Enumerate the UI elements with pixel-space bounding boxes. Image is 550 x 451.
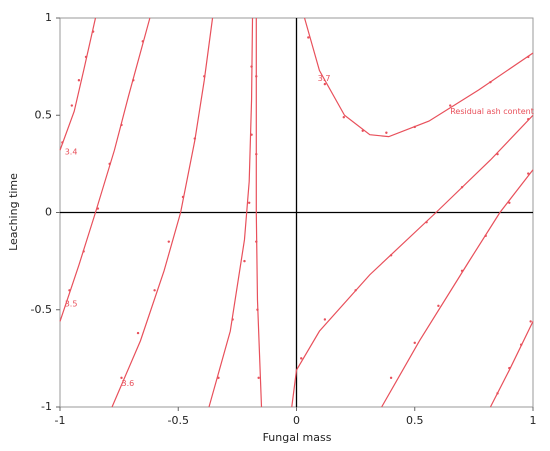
x-tick-label: -0.5	[168, 414, 189, 427]
y-tick-label: 0	[45, 206, 52, 219]
contour-dot	[167, 240, 170, 243]
x-tick-label: 1	[530, 414, 537, 427]
contour-dot	[361, 129, 364, 133]
contour-dot	[307, 36, 310, 39]
contour-dot	[61, 141, 64, 144]
contour-dot	[96, 207, 100, 210]
contour-dot	[255, 152, 258, 156]
contour-dot	[389, 376, 393, 380]
contour-dot	[255, 240, 258, 243]
contour-dot	[250, 65, 253, 68]
y-axis-label: Leaching time	[7, 173, 20, 251]
contour-dot	[460, 186, 464, 189]
contour-dot	[354, 289, 357, 292]
contour-dot	[460, 269, 464, 273]
contour-dot	[489, 80, 492, 84]
contour-line	[59, 17, 97, 151]
y-tick-label: -0.5	[31, 303, 52, 316]
contour-dot	[527, 172, 530, 175]
contour-dot	[193, 137, 197, 140]
y-tick-label: -1	[41, 400, 52, 413]
contour-dot	[120, 123, 123, 127]
contour-dot	[257, 376, 260, 380]
x-tick-label: 0.5	[406, 414, 424, 427]
contour-dot	[342, 115, 345, 119]
contour-line	[381, 169, 534, 408]
x-axis-label: Fungal mass	[263, 431, 332, 444]
x-tick-label: -1	[55, 414, 66, 427]
contour-dot	[519, 343, 523, 346]
contour-line	[208, 17, 254, 408]
contour-line	[255, 18, 263, 408]
contour-label: Residual ash content	[450, 107, 534, 116]
contour-dot	[243, 259, 246, 263]
contour-dot	[141, 40, 144, 43]
contour-dot	[508, 201, 511, 204]
contour-dot	[132, 79, 135, 82]
contour-dot	[203, 75, 206, 78]
contour-dot	[449, 104, 452, 107]
contour-dot	[91, 30, 95, 33]
contour-dot	[108, 162, 111, 166]
contour-dot	[527, 117, 530, 121]
contour-dot	[217, 376, 220, 380]
contour-dot	[508, 366, 511, 370]
contour-line	[59, 17, 151, 322]
contour-dot	[300, 357, 303, 360]
contour-dot	[256, 308, 259, 311]
contour-dot	[255, 75, 258, 78]
contour-dot	[82, 250, 85, 253]
contour-line	[111, 17, 214, 408]
contour-dot	[529, 320, 532, 323]
contour-dot	[437, 304, 440, 308]
contour-dot	[248, 201, 251, 204]
contour-label: 3.5	[65, 299, 78, 308]
contour-line	[489, 321, 534, 408]
contour-dot	[136, 331, 140, 335]
contour-dot	[181, 195, 185, 199]
contour-dot	[389, 254, 393, 257]
contour-dot	[77, 79, 81, 82]
contour-label: 3.6	[121, 379, 134, 388]
contour-dot	[153, 289, 156, 292]
contour-dot	[70, 104, 74, 107]
contour-dot	[250, 133, 253, 136]
contour-dot	[496, 392, 499, 395]
y-tick-label: 1	[45, 11, 52, 24]
contour-dot	[323, 318, 327, 321]
contour-dot	[527, 55, 530, 59]
contour-label: 3.4	[65, 148, 78, 157]
contour-dot	[231, 318, 234, 321]
contour-dot	[68, 289, 71, 292]
contour-dot	[496, 152, 499, 156]
contour-dot	[425, 221, 428, 224]
x-tick-label: 0	[293, 414, 300, 427]
contour-line	[291, 114, 534, 408]
contour-dot	[413, 125, 416, 129]
contour-dot	[385, 131, 388, 134]
contour-label: 3.7	[318, 74, 331, 83]
y-tick-label: 0.5	[35, 108, 53, 121]
contour-dot	[413, 341, 416, 345]
contour-dot	[84, 55, 88, 59]
contour-dot	[323, 82, 327, 86]
contour-line	[303, 17, 534, 138]
contour-dot	[120, 376, 123, 380]
contour-dot	[484, 234, 487, 238]
